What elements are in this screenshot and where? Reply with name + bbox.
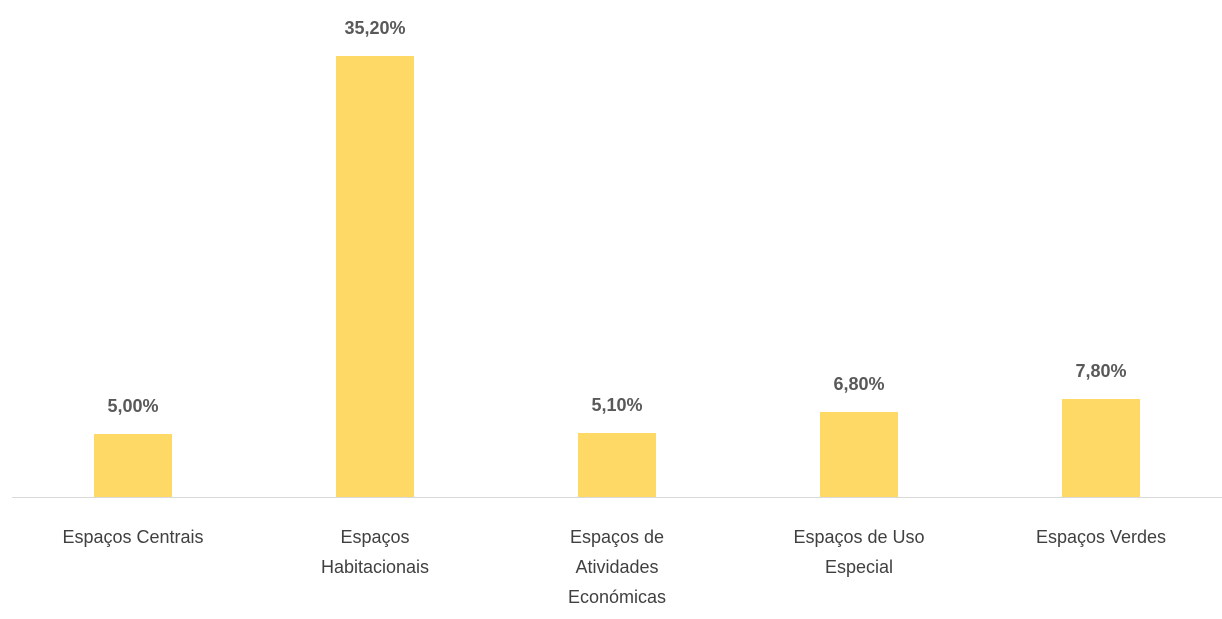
bar [94, 434, 172, 497]
x-tick-label: Espaços de Atividades Económicas [567, 527, 667, 607]
bar [1062, 399, 1140, 497]
data-label: 7,80% [1075, 361, 1127, 382]
data-label: 6,80% [833, 373, 885, 394]
bar [336, 56, 414, 497]
x-tick-label: Espaços Centrais [62, 527, 204, 547]
x-tick-label: Espaços Habitacionais [320, 527, 430, 577]
data-label: 5,00% [107, 396, 159, 417]
x-tick-label: Espaços Verdes [1035, 527, 1167, 547]
data-label: 35,20% [344, 18, 406, 39]
data-label: 5,10% [591, 395, 643, 416]
bar [820, 411, 898, 497]
bar [578, 433, 656, 497]
x-tick-label: Espaços de Uso Especial [793, 527, 925, 577]
x-axis-line [12, 497, 1222, 498]
